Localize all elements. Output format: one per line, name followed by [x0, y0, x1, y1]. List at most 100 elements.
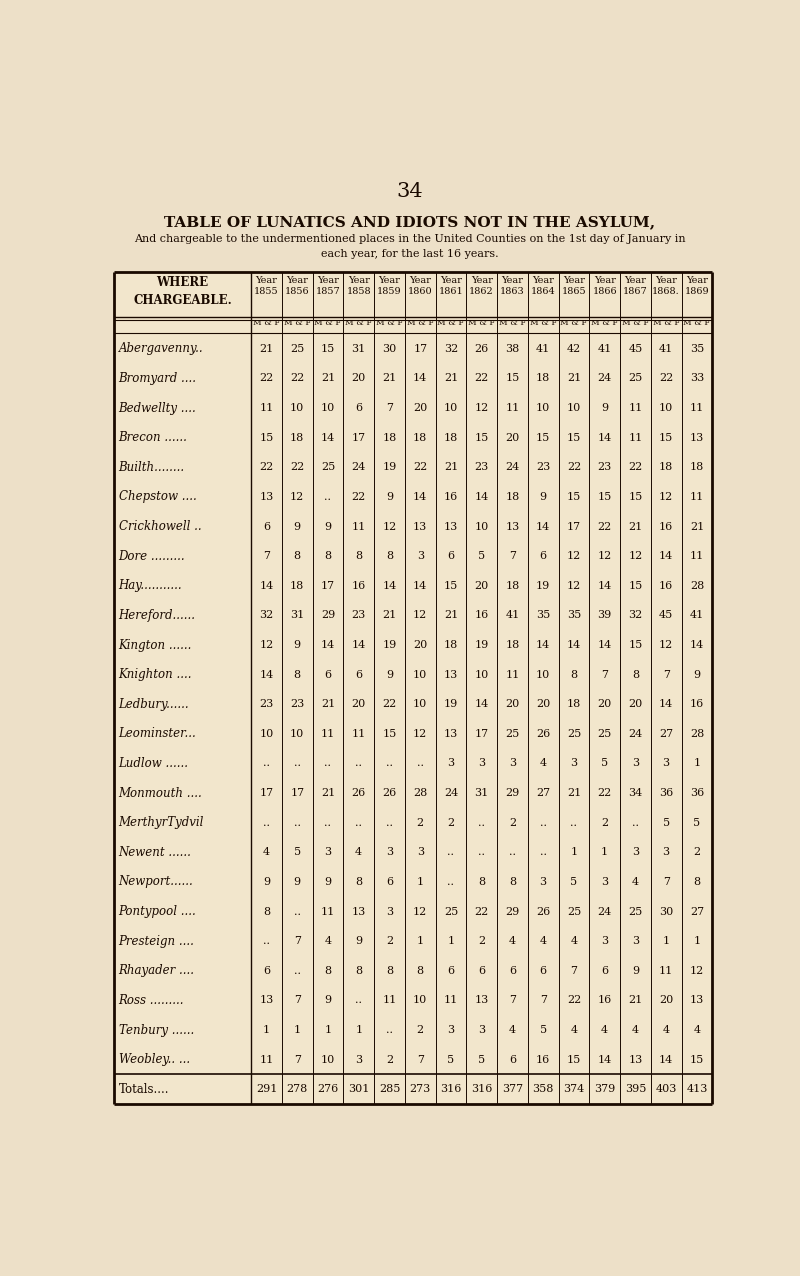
Text: 14: 14 — [598, 1055, 612, 1064]
Text: M & F: M & F — [314, 319, 342, 327]
Text: 22: 22 — [566, 995, 581, 1005]
Text: 1: 1 — [447, 937, 454, 947]
Text: ..: .. — [355, 818, 362, 828]
Text: MerthyrTydvil: MerthyrTydvil — [118, 817, 204, 829]
Text: 14: 14 — [566, 641, 581, 649]
Text: 2: 2 — [694, 847, 701, 857]
Text: 16: 16 — [659, 522, 674, 532]
Text: 9: 9 — [294, 641, 301, 649]
Text: 8: 8 — [325, 966, 331, 976]
Text: 16: 16 — [690, 699, 704, 709]
Text: 14: 14 — [598, 641, 612, 649]
Text: 7: 7 — [570, 966, 578, 976]
Text: ..: .. — [386, 1025, 393, 1035]
Text: 24: 24 — [598, 374, 612, 384]
Text: ..: .. — [386, 818, 393, 828]
Text: 8: 8 — [478, 877, 486, 887]
Text: 7: 7 — [662, 877, 670, 887]
Text: ..: .. — [570, 818, 578, 828]
Text: 10: 10 — [413, 699, 427, 709]
Text: 4: 4 — [632, 1025, 639, 1035]
Text: 14: 14 — [659, 551, 674, 561]
Text: Pontypool ....: Pontypool .... — [118, 905, 196, 917]
Text: 14: 14 — [351, 641, 366, 649]
Text: Leominster...: Leominster... — [118, 727, 196, 740]
Text: Crickhowell ..: Crickhowell .. — [118, 521, 202, 533]
Text: ..: .. — [447, 877, 454, 887]
Text: 14: 14 — [598, 433, 612, 443]
Text: 25: 25 — [598, 729, 612, 739]
Text: ..: .. — [509, 847, 516, 857]
Text: Newent ......: Newent ...... — [118, 846, 191, 859]
Text: 29: 29 — [321, 610, 335, 620]
Text: 7: 7 — [263, 551, 270, 561]
Text: 41: 41 — [659, 343, 674, 353]
Text: 1: 1 — [417, 877, 424, 887]
Text: 3: 3 — [417, 551, 424, 561]
Text: 26: 26 — [474, 343, 489, 353]
Text: 4: 4 — [325, 937, 331, 947]
Text: 18: 18 — [382, 433, 397, 443]
Text: 8: 8 — [325, 551, 331, 561]
Text: 21: 21 — [628, 522, 642, 532]
Text: 273: 273 — [410, 1085, 431, 1095]
Text: 5: 5 — [540, 1025, 546, 1035]
Text: 3: 3 — [325, 847, 331, 857]
Text: 15: 15 — [628, 493, 642, 501]
Text: 3: 3 — [662, 847, 670, 857]
Text: 14: 14 — [659, 1055, 674, 1064]
Text: 20: 20 — [598, 699, 612, 709]
Text: Brecon ......: Brecon ...... — [118, 431, 187, 444]
Text: 15: 15 — [566, 1055, 581, 1064]
Text: 10: 10 — [536, 670, 550, 680]
Text: 6: 6 — [263, 522, 270, 532]
Text: 42: 42 — [566, 343, 581, 353]
Text: 15: 15 — [628, 581, 642, 591]
Text: 11: 11 — [351, 522, 366, 532]
Text: 15: 15 — [628, 641, 642, 649]
Text: 10: 10 — [259, 729, 274, 739]
Text: Hereford......: Hereford...... — [118, 609, 195, 621]
Text: 413: 413 — [686, 1085, 707, 1095]
Text: 21: 21 — [382, 610, 397, 620]
Text: 18: 18 — [506, 641, 519, 649]
Text: 9: 9 — [325, 995, 331, 1005]
Text: 6: 6 — [509, 966, 516, 976]
Text: 11: 11 — [321, 906, 335, 916]
Text: 316: 316 — [440, 1085, 462, 1095]
Text: 16: 16 — [598, 995, 612, 1005]
Text: 27: 27 — [536, 789, 550, 798]
Text: 3: 3 — [570, 758, 578, 768]
Text: 20: 20 — [659, 995, 674, 1005]
Text: 7: 7 — [386, 403, 393, 413]
Text: 27: 27 — [690, 906, 704, 916]
Text: ..: .. — [632, 818, 639, 828]
Text: 20: 20 — [351, 699, 366, 709]
Text: 11: 11 — [690, 493, 704, 501]
Text: M & F: M & F — [345, 319, 372, 327]
Text: 22: 22 — [474, 374, 489, 384]
Text: M & F: M & F — [468, 319, 495, 327]
Text: 9: 9 — [325, 522, 331, 532]
Text: Year
1862: Year 1862 — [470, 276, 494, 296]
Text: 15: 15 — [536, 433, 550, 443]
Text: 2: 2 — [386, 937, 393, 947]
Text: 8: 8 — [263, 906, 270, 916]
Text: 15: 15 — [690, 1055, 704, 1064]
Text: ..: .. — [294, 818, 301, 828]
Text: 3: 3 — [478, 758, 486, 768]
Text: 26: 26 — [382, 789, 397, 798]
Text: 13: 13 — [628, 1055, 642, 1064]
Text: 1: 1 — [601, 847, 608, 857]
Text: 13: 13 — [444, 670, 458, 680]
Text: 11: 11 — [506, 670, 519, 680]
Text: Newport......: Newport...... — [118, 875, 194, 888]
Text: 22: 22 — [413, 462, 427, 472]
Text: 7: 7 — [294, 937, 301, 947]
Text: 15: 15 — [444, 581, 458, 591]
Text: 9: 9 — [355, 937, 362, 947]
Text: 12: 12 — [382, 522, 397, 532]
Text: 7: 7 — [662, 670, 670, 680]
Text: 12: 12 — [413, 906, 427, 916]
Text: 12: 12 — [413, 610, 427, 620]
